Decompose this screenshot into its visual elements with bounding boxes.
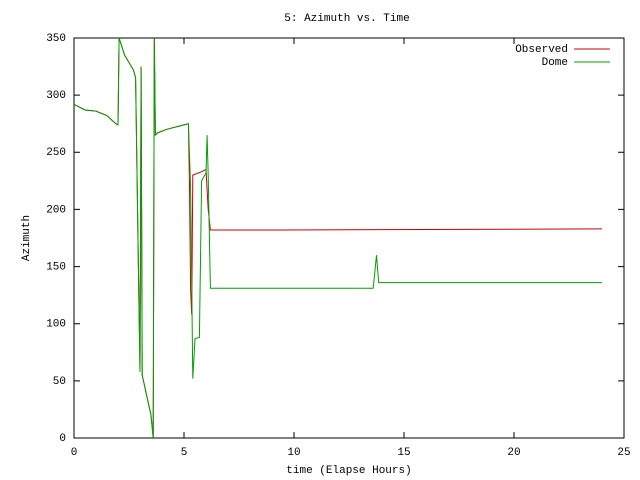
x-tick-label: 10	[287, 447, 300, 459]
series-line	[73, 37, 602, 439]
legend-label: Observed	[515, 44, 568, 56]
y-tick-label: 0	[59, 433, 66, 445]
y-tick-label: 100	[46, 319, 66, 331]
x-tick-label: 0	[71, 447, 78, 459]
legend-label: Dome	[542, 57, 568, 69]
y-tick-label: 300	[46, 90, 66, 102]
plot-border	[73, 37, 625, 439]
x-tick-label: 15	[397, 447, 410, 459]
x-tick-label: 20	[507, 447, 520, 459]
y-tick-label: 350	[46, 33, 66, 45]
y-tick-label: 50	[53, 376, 66, 388]
y-tick-label: 200	[46, 204, 66, 216]
y-tick-label: 150	[46, 261, 66, 273]
x-tick-label: 5	[181, 447, 188, 459]
y-axis-label: Azimuth	[21, 215, 33, 261]
x-tick-label: 25	[617, 447, 630, 459]
y-tick-label: 250	[46, 147, 66, 159]
chart-title: 5: Azimuth vs. Time	[284, 13, 409, 25]
x-axis-label: time (Elapse Hours)	[286, 465, 411, 477]
